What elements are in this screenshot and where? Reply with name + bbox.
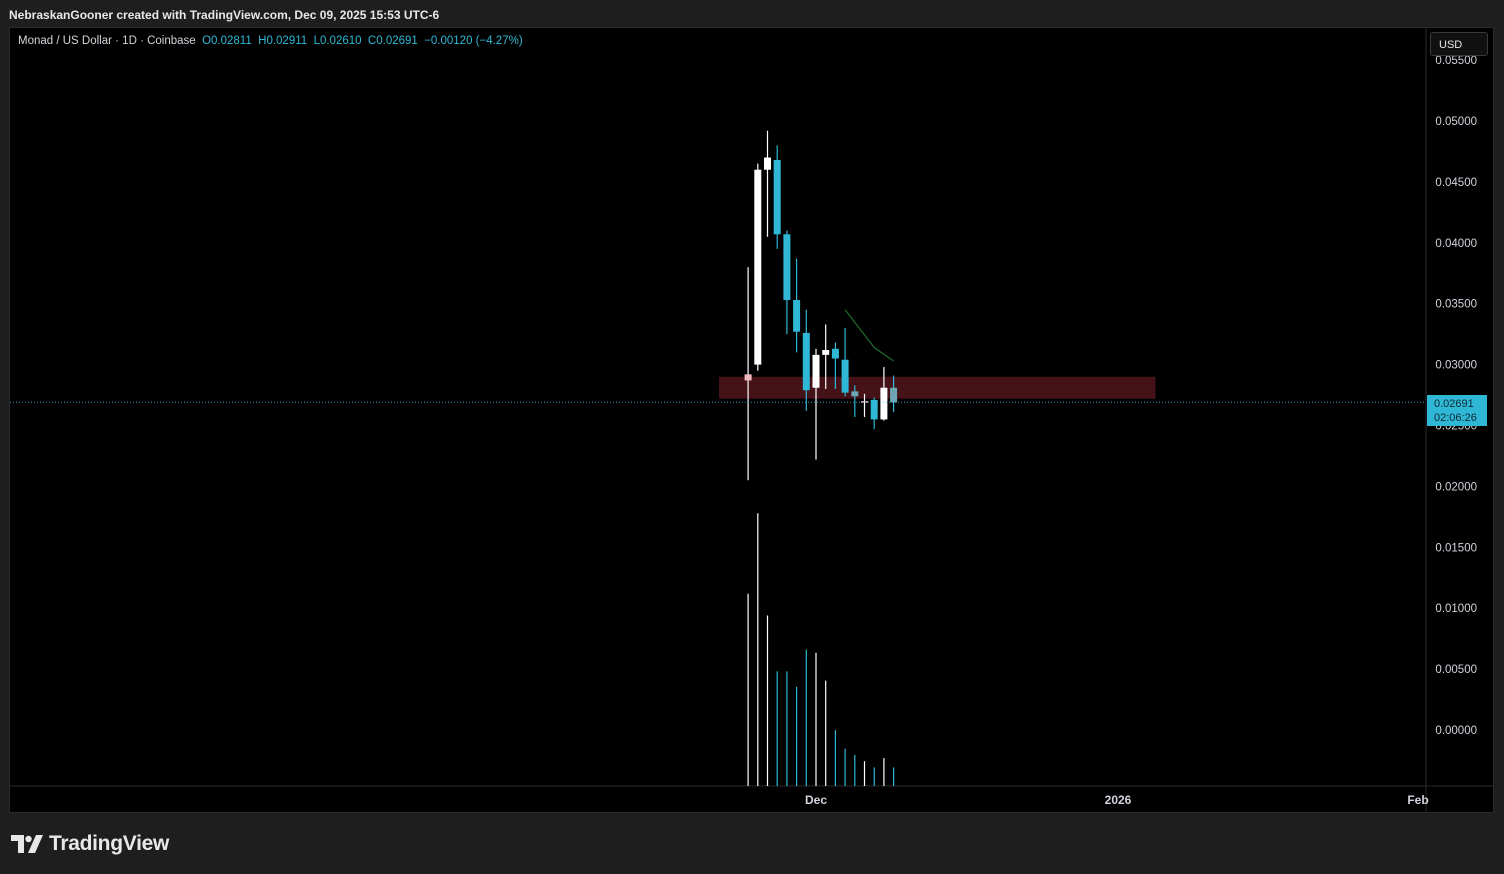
chart-frame[interactable] <box>9 27 1494 813</box>
symbol-name: Monad / US Dollar · 1D · Coinbase <box>18 35 196 47</box>
candle <box>822 324 830 389</box>
candle-body <box>831 348 839 359</box>
candle <box>831 342 839 389</box>
change-value: −0.00120 (−4.27%) <box>424 35 523 47</box>
y-tick-label: 0.04000 <box>1435 238 1477 250</box>
candle-body <box>783 234 791 301</box>
x-tick-label: Feb <box>1407 793 1428 807</box>
candle <box>764 130 771 237</box>
x-tick-label: Dec <box>805 793 827 807</box>
y-tick-label: 0.05500 <box>1435 55 1477 67</box>
candle-body <box>851 391 859 397</box>
demand-zone <box>719 376 1156 399</box>
y-tick-label: 0.03000 <box>1435 360 1477 372</box>
candle <box>754 163 762 371</box>
low-value: L0.02610 <box>313 35 362 47</box>
open-value: O0.02811 <box>202 35 252 47</box>
y-tick-label: 0.00500 <box>1435 664 1477 676</box>
high-value: H0.02911 <box>258 35 308 47</box>
bar-countdown: 02:06:26 <box>1434 412 1477 424</box>
candle <box>744 267 752 481</box>
y-tick-label: 0.01000 <box>1435 603 1477 615</box>
tradingview-logo-icon <box>11 835 43 853</box>
symbol-legend: Monad / US Dollar · 1D · Coinbase O0.028… <box>18 35 523 47</box>
candle <box>783 230 791 335</box>
candle-body <box>802 332 810 391</box>
currency-button[interactable]: USD <box>1430 32 1488 56</box>
last-price-value: 0.02691 <box>1434 398 1474 410</box>
candle-body <box>822 349 830 355</box>
y-tick-label: 0.03500 <box>1435 299 1477 311</box>
x-tick-label: 2026 <box>1105 793 1132 807</box>
axis-lines <box>10 28 1493 812</box>
candle-body <box>870 399 878 420</box>
candle-body <box>812 354 820 388</box>
candle-body <box>754 169 762 365</box>
y-tick-label: 0.01500 <box>1435 542 1477 554</box>
candle-body <box>773 159 781 235</box>
tradingview-logo[interactable]: TradingView <box>11 832 169 856</box>
candle <box>841 328 849 397</box>
candle-body <box>764 157 771 170</box>
y-tick-label: 0.04500 <box>1435 177 1477 189</box>
candle <box>851 385 859 417</box>
y-tick-label: 0.05000 <box>1435 116 1477 128</box>
last-price-label: 0.02691 02:06:26 <box>1427 395 1487 426</box>
candle-body <box>841 359 849 393</box>
y-tick-label: 0.02000 <box>1435 481 1477 493</box>
candle <box>861 393 868 417</box>
close-value: C0.02691 <box>367 35 418 47</box>
candle <box>890 375 898 413</box>
candle <box>812 348 820 460</box>
y-tick-label: 0.00000 <box>1435 725 1477 737</box>
candle <box>870 397 878 430</box>
candle <box>880 367 888 421</box>
candle-body <box>861 401 868 403</box>
candle-body <box>890 387 898 403</box>
candle-body <box>793 300 801 332</box>
trend-line <box>844 309 894 362</box>
candle <box>793 258 801 353</box>
candle-body <box>744 374 752 381</box>
chart-credit: NebraskanGooner created with TradingView… <box>9 8 440 22</box>
candle <box>802 309 810 411</box>
tradingview-logo-text: TradingView <box>49 832 170 855</box>
candle <box>773 145 781 249</box>
candle-body <box>880 387 888 420</box>
